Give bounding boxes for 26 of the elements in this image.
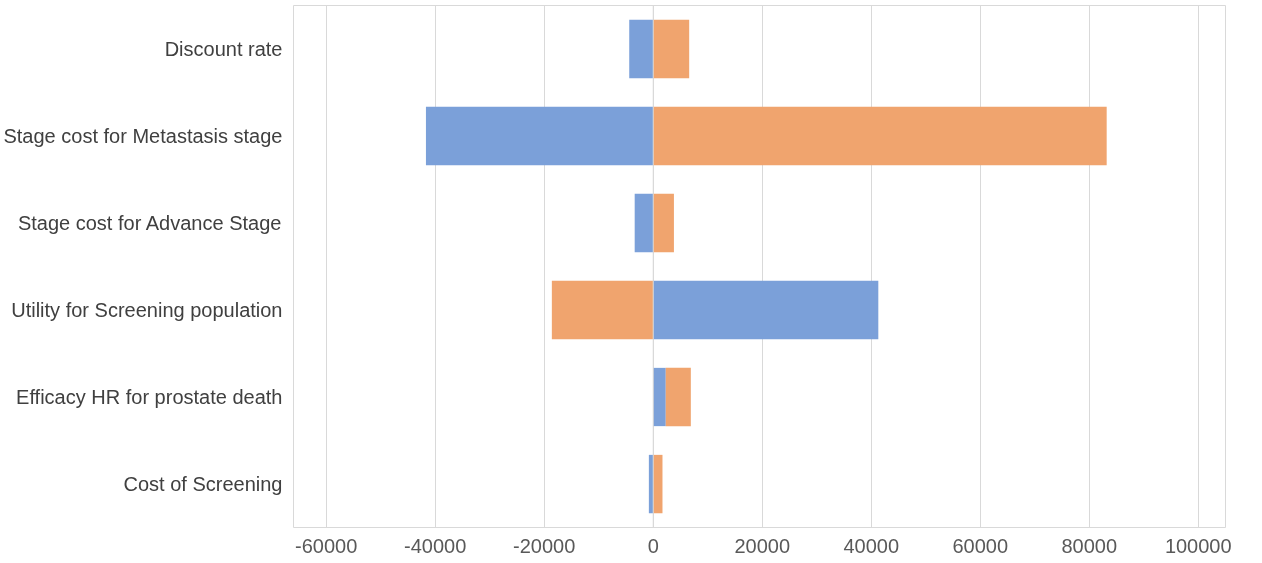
bar	[653, 19, 690, 79]
bar	[648, 454, 654, 514]
bar	[629, 19, 654, 79]
y-tick-label: Efficacy HR for prostate death	[16, 386, 283, 408]
bar	[653, 193, 674, 253]
x-tick-label: 40000	[843, 534, 900, 557]
x-tick-label: 0	[647, 534, 659, 557]
y-tick-label: Cost of Screening	[123, 473, 283, 495]
y-tick-label: Discount rate	[164, 38, 283, 60]
bar	[425, 106, 654, 166]
x-tick-label: -20000	[513, 534, 576, 557]
x-tick-label: -60000	[295, 534, 358, 557]
bar	[653, 106, 1107, 166]
x-tick-label: 20000	[734, 534, 791, 557]
x-tick-label: -40000	[404, 534, 467, 557]
x-tick-label: 80000	[1061, 534, 1118, 557]
y-tick-label: Stage cost for Metastasis stage	[3, 125, 283, 147]
bar	[665, 367, 691, 427]
bar	[653, 367, 666, 427]
y-tick-label: Utility for Screening population	[11, 299, 283, 321]
x-tick-label: 60000	[952, 534, 1009, 557]
bar	[653, 280, 879, 340]
y-tick-label: Stage cost for Advance Stage	[17, 212, 282, 234]
bar	[551, 280, 654, 340]
bar	[634, 193, 654, 253]
x-tick-label: 100000	[1164, 534, 1232, 557]
